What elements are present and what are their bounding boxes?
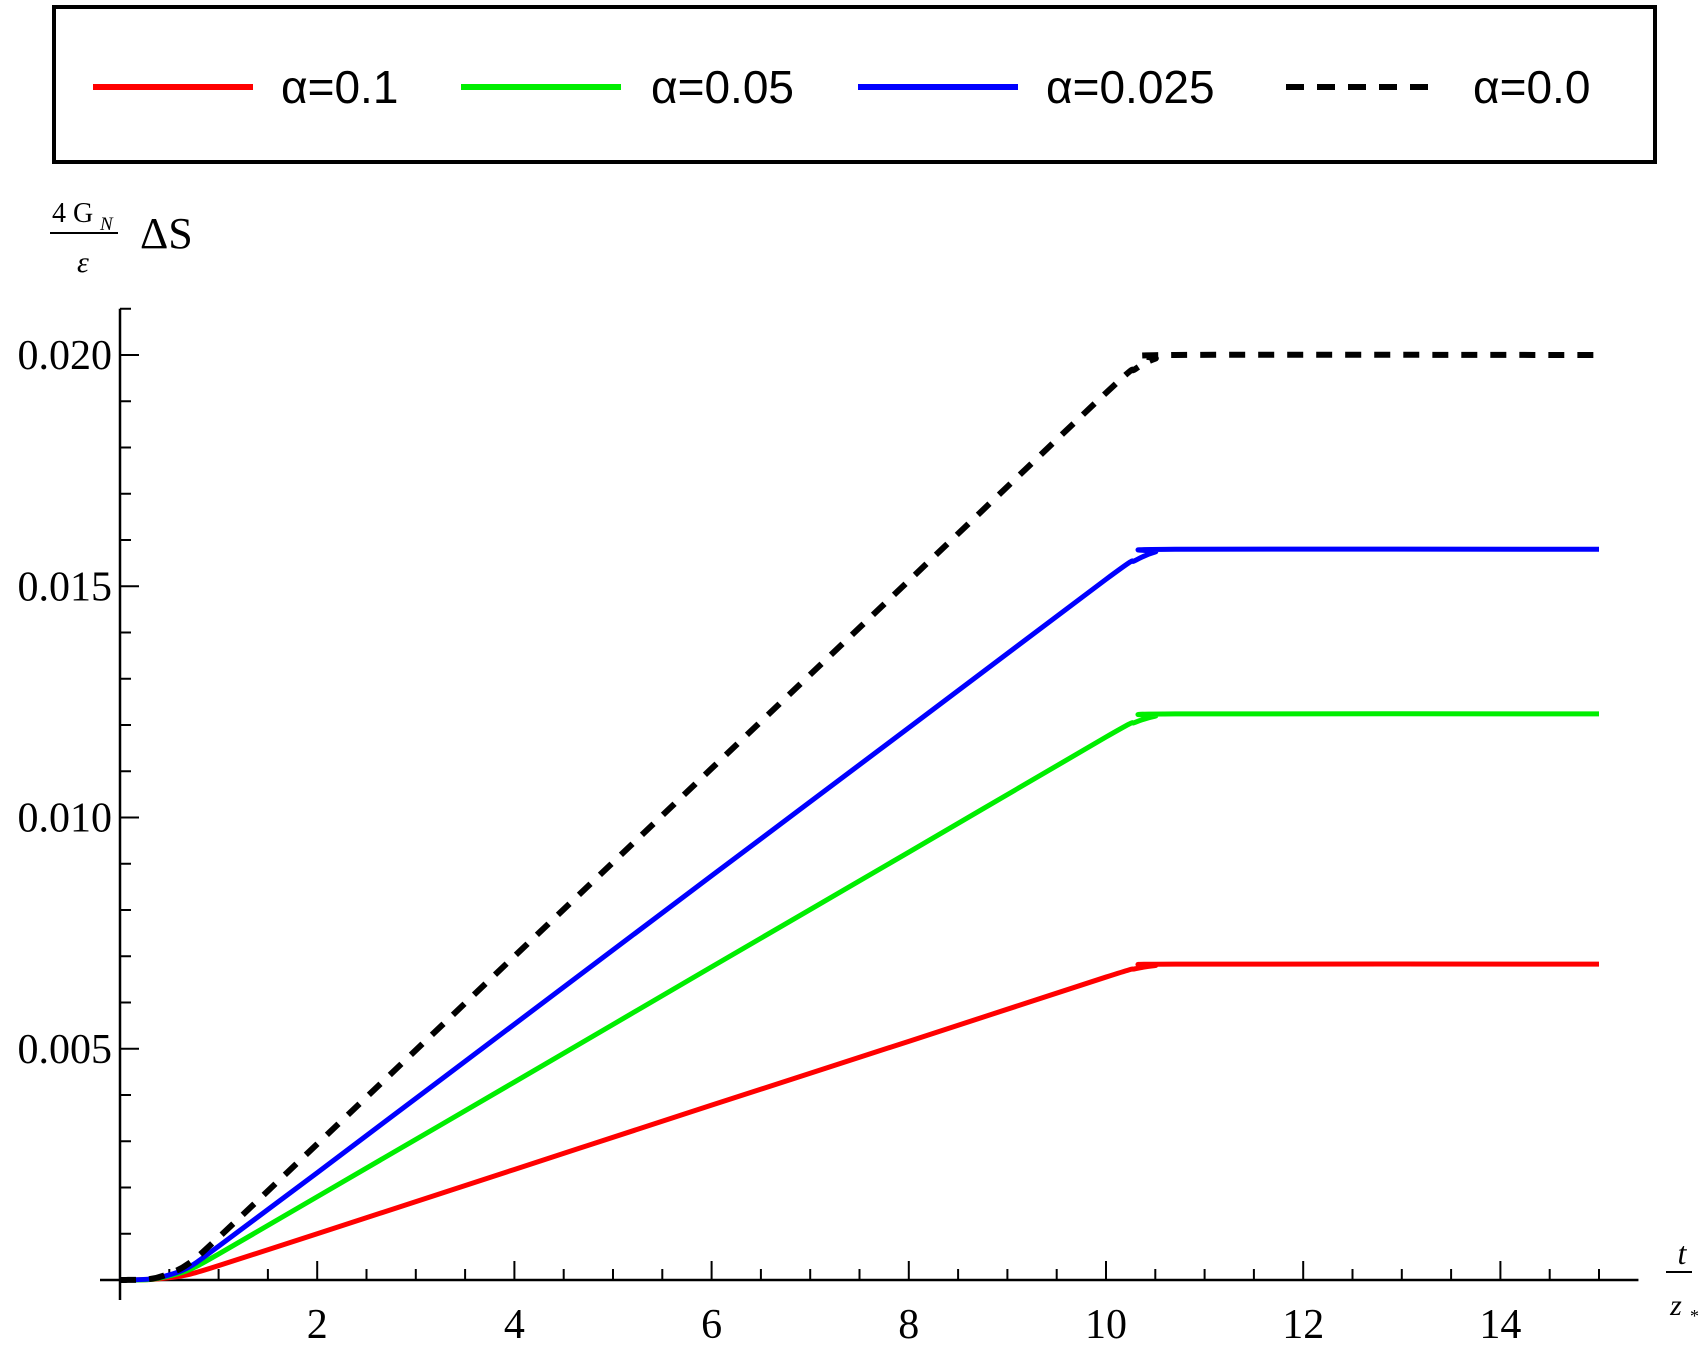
- y-tick-label: 0.005: [18, 1027, 113, 1073]
- series-line-2: [119, 546, 1600, 1283]
- x-tick-label: 8: [898, 1302, 919, 1348]
- y-label-numerator-sub: N: [99, 214, 114, 235]
- y-label-denominator: ε: [77, 246, 89, 279]
- legend-label-3: α=0.0: [1473, 61, 1590, 113]
- legend-label-2: α=0.025: [1046, 61, 1215, 113]
- legend-label-1: α=0.05: [651, 61, 794, 113]
- x-tick-label: 2: [307, 1302, 328, 1348]
- x-tick-label: 4: [504, 1302, 525, 1348]
- series-line-0: [119, 961, 1600, 1283]
- y-tick-label: 0.015: [18, 564, 113, 610]
- x-tick-label: 14: [1479, 1302, 1521, 1348]
- y-label-suffix: ΔS: [140, 209, 193, 258]
- series-group: [119, 351, 1600, 1283]
- y-tick-label: 0.010: [18, 796, 113, 842]
- y-label-numerator: 4 G: [52, 198, 93, 229]
- x-tick-label: 10: [1085, 1302, 1127, 1348]
- y-tick-label: 0.020: [18, 333, 113, 379]
- series-line-3: [119, 351, 1600, 1283]
- y-axis-label: 4 G N ε ΔS: [50, 198, 193, 279]
- x-label-numerator: t: [1678, 1235, 1688, 1271]
- legend-label-0: α=0.1: [281, 61, 398, 113]
- x-label-denominator: z: [1669, 1289, 1682, 1322]
- axes: 2 4 6 8 10 12 14 0.005 0.010 0.015 0.020: [18, 307, 1639, 1348]
- x-tick-label: 6: [701, 1302, 722, 1348]
- x-label-denominator-sub: *: [1690, 1306, 1699, 1326]
- legend: α=0.1 α=0.05 α=0.025 α=0.0: [52, 5, 1657, 164]
- x-tick-label: 12: [1282, 1302, 1324, 1348]
- x-axis-label: t z *: [1666, 1235, 1699, 1326]
- series-line-1: [119, 711, 1600, 1283]
